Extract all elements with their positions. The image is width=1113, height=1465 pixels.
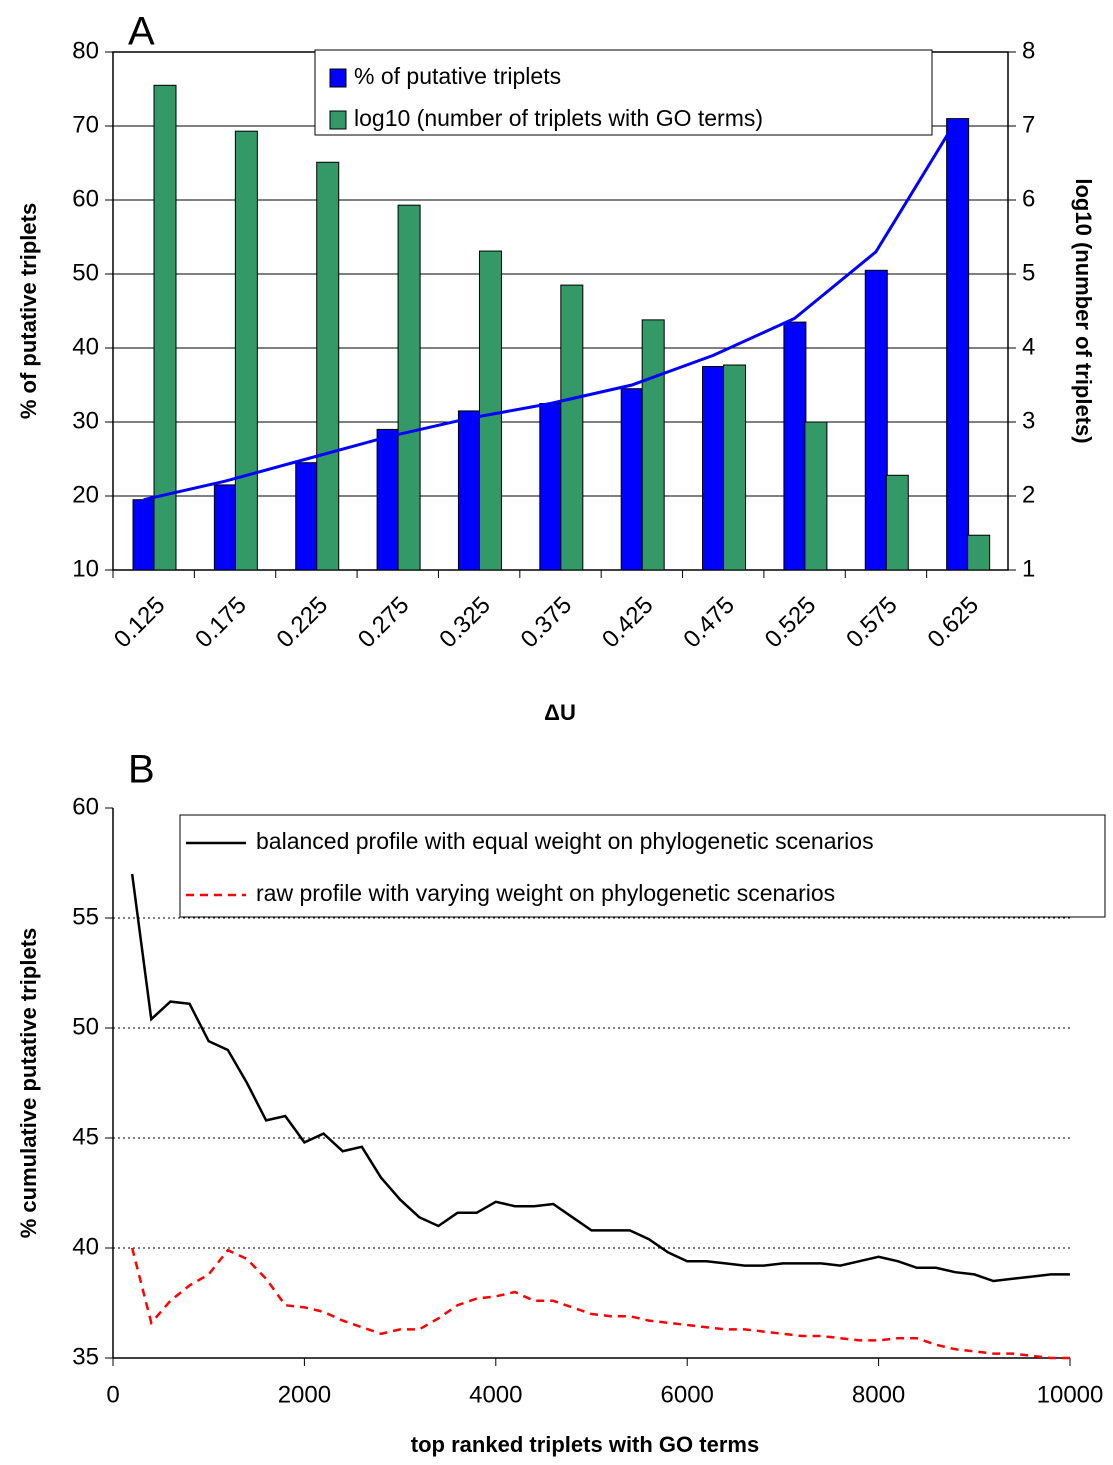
x-tick-label: 0.225 [272,592,334,654]
x-tick-label: 0.625 [922,592,984,654]
line [130,873,1070,1283]
y-tick-label: 30 [72,407,99,434]
bar [641,319,665,571]
x-tick-label: 0.375 [516,592,578,654]
bar [316,161,340,571]
x-tick-label: 10000 [1037,1381,1104,1408]
bar [864,269,888,571]
bar [397,204,421,571]
x-tick-label: 0.275 [353,592,415,654]
y-tick-label: 35 [72,1343,99,1370]
x-tick-label: 0.325 [434,592,496,654]
y2-tick-label: 2 [1022,481,1035,508]
x-tick-label: 0.175 [190,592,252,654]
y-tick-label: 10 [72,555,99,582]
panel-label: B [128,748,155,792]
y-axis-label: % cumulative putative triplets [16,928,41,1239]
x-tick-label: 0.425 [597,592,659,654]
bar [723,364,747,571]
x-axis-label: top ranked triplets with GO terms [411,1432,759,1457]
bar [376,428,400,571]
bar [295,462,319,571]
y2-tick-label: 7 [1022,111,1035,138]
y-tick-label: 55 [72,903,99,930]
bar [885,474,909,571]
x-tick-label: 2000 [278,1381,331,1408]
y-tick-label: 70 [72,111,99,138]
legend-label: % of putative triplets [354,63,561,89]
legend-label: balanced profile with equal weight on ph… [256,828,874,854]
bar [213,484,237,571]
bar [234,130,258,571]
y-tick-label: 50 [72,1013,99,1040]
trend-line [143,117,959,502]
y2-tick-label: 3 [1022,407,1035,434]
y-tick-label: 40 [72,333,99,360]
y-axis-label: % of putative triplets [16,203,41,419]
x-tick-label: 0.575 [841,592,903,654]
bar [560,284,584,571]
bar [702,366,726,571]
legend [314,49,933,136]
x-tick-label: 6000 [661,1381,714,1408]
bar [783,321,807,571]
bar [620,388,644,571]
y2-tick-label: 1 [1022,555,1035,582]
bar [967,534,991,571]
y2-tick-label: 5 [1022,259,1035,286]
y-tick-label: 60 [72,185,99,212]
legend [179,814,1106,918]
legend-label: log10 (number of triplets with GO terms) [354,105,763,131]
y-tick-label: 80 [72,37,99,64]
y-tick-label: 40 [72,1233,99,1260]
y-tick-label: 45 [72,1123,99,1150]
bar [457,410,481,571]
x-tick-label: 0.525 [760,592,822,654]
legend-swatch [329,110,347,130]
y-tick-label: 20 [72,481,99,508]
panel-label: A [128,10,155,54]
legend-label: raw profile with varying weight on phylo… [256,880,835,906]
y2-axis-label: log10 (number of triplets) [1071,178,1096,443]
x-axis-label: ΔU [544,700,576,725]
bar [539,403,563,571]
legend-swatch [329,68,347,88]
y2-tick-label: 8 [1022,37,1035,64]
bar [478,250,502,571]
x-tick-label: 0.125 [109,592,171,654]
y-tick-label: 50 [72,259,99,286]
y2-tick-label: 4 [1022,333,1035,360]
y-tick-label: 60 [72,793,99,820]
x-tick-label: 4000 [469,1381,522,1408]
x-tick-label: 0 [106,1381,119,1408]
bar [132,499,156,571]
line [130,1247,1070,1360]
y2-tick-label: 6 [1022,185,1035,212]
x-tick-label: 0.475 [678,592,740,654]
bar [804,421,828,571]
bar [946,118,970,571]
bar [153,84,177,571]
x-tick-label: 8000 [852,1381,905,1408]
